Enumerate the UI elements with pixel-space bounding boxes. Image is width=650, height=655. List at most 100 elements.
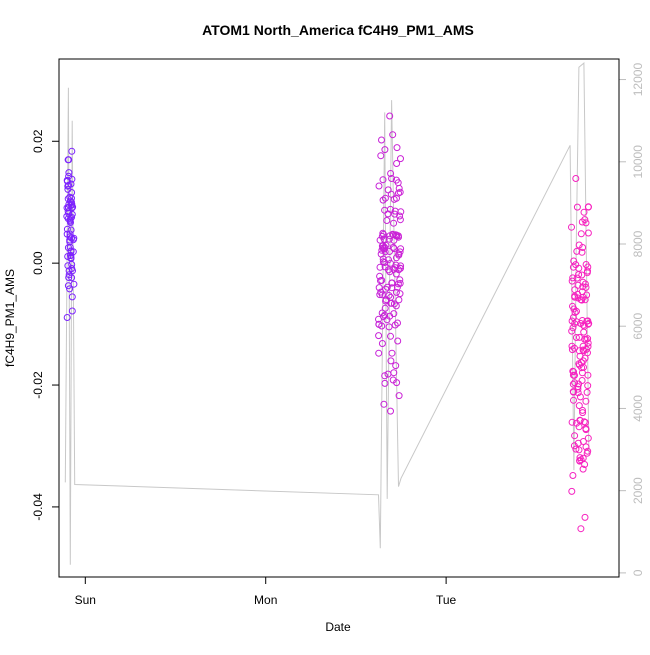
data-point (67, 226, 75, 234)
data-point (574, 439, 582, 447)
data-point (378, 291, 386, 299)
data-point (568, 346, 576, 354)
data-point (578, 317, 586, 324)
data-point (68, 261, 76, 268)
data-point (63, 204, 71, 212)
data-point (575, 241, 583, 249)
data-point (390, 310, 398, 318)
data-point (568, 487, 576, 495)
data-point (397, 208, 405, 216)
data-point (584, 339, 592, 347)
data-point (579, 293, 587, 301)
data-point (397, 155, 404, 163)
data-point (390, 231, 398, 239)
data-point (571, 292, 579, 300)
data-point (392, 362, 400, 370)
data-point (569, 274, 577, 282)
data-point (582, 345, 590, 353)
data-point (375, 315, 382, 323)
data-point (570, 396, 577, 404)
data-point (572, 175, 580, 182)
data-point (570, 388, 577, 396)
data-point (378, 309, 386, 317)
data-point (576, 416, 584, 424)
data-point (379, 196, 387, 204)
data-point (569, 324, 577, 332)
data-point (377, 277, 384, 285)
data-point (379, 255, 387, 263)
data-point (577, 296, 585, 304)
y2-tick-label: 6000 (631, 313, 645, 340)
data-point (579, 465, 587, 473)
points-layer (63, 112, 593, 533)
y2-tick-label: 12000 (631, 63, 645, 97)
data-point (575, 333, 583, 341)
data-point (381, 372, 389, 380)
data-point (66, 285, 74, 293)
data-point (381, 243, 389, 251)
data-point (395, 189, 402, 197)
data-point (573, 247, 581, 255)
data-point (568, 342, 576, 350)
chart-title: ATOM1 North_America fC4H9_PM1_AMS (202, 22, 474, 38)
data-point (571, 371, 578, 379)
data-point (579, 409, 587, 417)
y-tick-label: -0.04 (31, 493, 45, 521)
data-point (568, 277, 576, 285)
data-point (381, 379, 389, 387)
data-point (68, 175, 76, 183)
data-point (579, 454, 587, 462)
data-point (584, 203, 592, 211)
data-point (395, 392, 403, 400)
data-point (393, 283, 401, 291)
data-point (379, 176, 387, 184)
data-point (582, 219, 590, 227)
data-point (379, 229, 387, 237)
data-point (570, 305, 578, 313)
data-point (378, 136, 385, 144)
data-point (385, 292, 393, 299)
data-point (582, 283, 590, 291)
data-point (391, 264, 399, 272)
data-point (570, 257, 578, 265)
data-point (388, 175, 396, 182)
data-point (388, 279, 396, 287)
data-point (376, 272, 384, 280)
data-point (581, 216, 589, 224)
data-point (379, 242, 387, 250)
data-point (390, 265, 398, 273)
data-point (389, 243, 397, 251)
data-point (388, 349, 396, 357)
data-point (394, 179, 402, 187)
data-point (581, 513, 589, 521)
data-point (375, 182, 383, 190)
data-point (384, 186, 392, 194)
data-point (575, 271, 583, 279)
data-point (396, 276, 404, 284)
y-tick-label: -0.02 (31, 371, 45, 399)
x-tick-label: Tue (436, 593, 457, 607)
data-point (387, 357, 395, 365)
axes-layer: Sun Mon Tue -0.04 -0.02 0.00 0.02 0 2000 4000 6000… (31, 63, 645, 607)
y2-tick-label: 0 (631, 569, 645, 576)
data-point (582, 426, 590, 434)
data-point (384, 370, 392, 378)
data-point (386, 232, 394, 240)
data-point (396, 248, 404, 256)
data-point (385, 235, 393, 243)
data-point (378, 322, 386, 330)
data-point (396, 216, 404, 224)
data-point (568, 327, 576, 335)
y-tick-label: 0.00 (31, 251, 45, 275)
data-point (375, 349, 383, 357)
data-point (387, 293, 395, 301)
data-point (66, 243, 74, 251)
x-tick-label: Sun (75, 593, 96, 607)
data-point (63, 230, 71, 238)
data-point (383, 283, 391, 291)
data-point (385, 323, 393, 331)
data-point (381, 146, 389, 154)
data-point (65, 156, 73, 164)
